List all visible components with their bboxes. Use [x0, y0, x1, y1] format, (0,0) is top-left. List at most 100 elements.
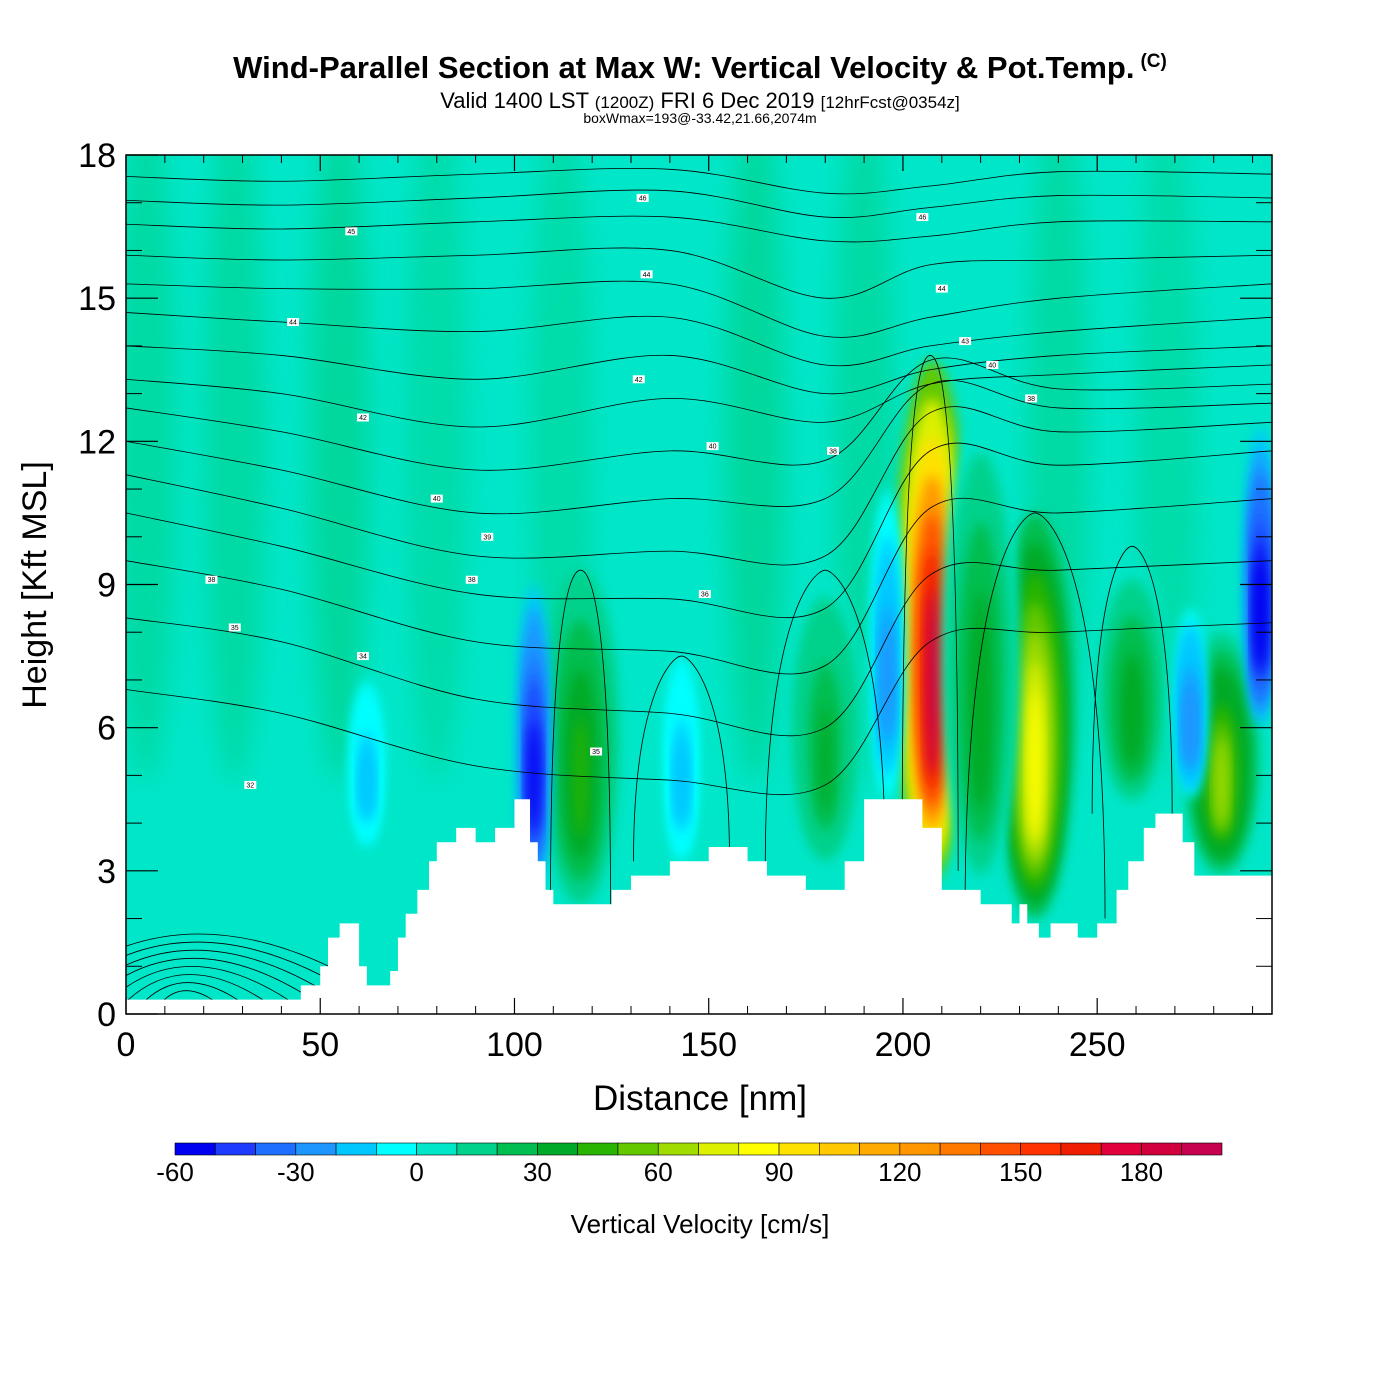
updraft-core — [819, 705, 832, 812]
colorbar-swatch — [939, 1142, 981, 1156]
forecast-info: [12hrFcst@0354z] — [820, 93, 960, 112]
chart-title-text: Wind-Parallel Section at Max W: Vertical… — [233, 50, 1135, 85]
colorbar-swatch — [617, 1142, 659, 1156]
contour-label-text: 38 — [829, 448, 837, 455]
x-axis-label: Distance [nm] — [593, 1079, 807, 1118]
downdraft-core — [360, 753, 373, 814]
theta-contour-loop — [964, 512, 1106, 919]
theta-contour-low — [128, 974, 263, 1001]
colorbar-swatch — [416, 1142, 458, 1156]
colorbar-swatch — [859, 1142, 901, 1156]
theta-contour-low — [164, 990, 213, 1001]
contour-label-bg — [632, 375, 645, 384]
y-tick-label: 3 — [97, 853, 116, 891]
x-tick-label: 250 — [1069, 1026, 1126, 1064]
contour-label-text: 46 — [918, 215, 926, 222]
contour-label: 38 — [465, 575, 478, 584]
contour-label-text: 42 — [359, 415, 367, 422]
contour-label: 35 — [228, 623, 241, 632]
y-tick-label: 18 — [78, 137, 116, 175]
downdraft-core — [675, 746, 688, 820]
theta-contour — [126, 442, 1272, 619]
theta-contour — [126, 357, 1272, 471]
contour-label: 36 — [698, 590, 711, 599]
y-tick-label: 0 — [97, 996, 116, 1034]
contour-label-text: 34 — [359, 654, 367, 661]
potential-temperature-contours: 46 46 45 44 44 44 43 40 42 38 42 40 38 40 39 38 38 36 35 34… — [126, 168, 1272, 1001]
contour-label: 44 — [935, 284, 948, 293]
contour-label-bg — [698, 590, 711, 599]
contour-label: 35 — [590, 747, 603, 756]
colorbar-tick-label: -30 — [277, 1157, 315, 1187]
colorbar-tick-label: -60 — [156, 1157, 194, 1187]
updraft-core — [1215, 739, 1228, 827]
theta-contour — [126, 280, 1272, 338]
downdraft-core — [527, 721, 540, 833]
contour-label-bg — [244, 780, 257, 789]
y-tick-label: 12 — [78, 423, 116, 461]
contour-label: 40 — [706, 442, 719, 451]
colorbar-swatch — [698, 1142, 740, 1156]
colorbar-swatch — [376, 1142, 417, 1156]
colorbar-swatch — [778, 1142, 820, 1156]
contour-label-bg — [590, 747, 603, 756]
theta-contour — [126, 364, 1272, 428]
contour-label: 39 — [481, 532, 494, 541]
contour-label: 42 — [356, 413, 369, 422]
contour-label-text: 46 — [639, 195, 647, 202]
contour-label-bg — [1025, 394, 1038, 403]
contour-label-text: 38 — [468, 577, 476, 584]
colorbar-swatch — [1141, 1142, 1183, 1156]
contour-label-bg — [430, 494, 443, 503]
colorbar-swatch — [255, 1142, 297, 1156]
weak-updraft-band — [126, 155, 176, 782]
theta-contour — [126, 497, 1272, 675]
theta-contour-low — [126, 949, 339, 1001]
contour-label: 40 — [986, 360, 999, 369]
x-tick-label: 50 — [301, 1026, 339, 1064]
theta-contour — [126, 406, 1272, 566]
valid-date: FRI 6 Dec 2019 — [660, 88, 815, 113]
contour-label: 38 — [1025, 394, 1038, 403]
contour-label: 46 — [916, 213, 929, 222]
theta-contour-low — [126, 966, 289, 1001]
y-tick-label: 6 — [97, 710, 116, 748]
weak-updraft-band — [406, 155, 467, 782]
theta-contour-loop — [764, 569, 886, 871]
contour-label: 45 — [345, 227, 358, 236]
valid-prefix: Valid 1400 LST — [440, 88, 589, 113]
colorbar-swatch — [1020, 1142, 1062, 1156]
contour-label-bg — [640, 270, 653, 279]
contour-label-text: 36 — [701, 592, 709, 599]
theta-contour — [126, 215, 1272, 243]
colorbar-swatch — [456, 1142, 498, 1156]
theta-contour-loop — [1091, 545, 1173, 814]
theta-contour — [126, 312, 1272, 367]
contour-label: 42 — [632, 375, 645, 384]
updraft-core — [974, 626, 987, 795]
colorbar-swatch — [335, 1142, 377, 1156]
contour-label-text: 35 — [231, 625, 239, 632]
downdraft-core — [881, 625, 894, 737]
colorbar-tick-label: 0 — [409, 1157, 423, 1187]
contour-label-bg — [481, 532, 494, 541]
contour-label-bg — [228, 623, 241, 632]
contour-label-bg — [356, 652, 369, 661]
x-tick-label: 100 — [486, 1026, 543, 1064]
contour-label-text: 44 — [938, 286, 946, 293]
contour-label-bg — [287, 318, 300, 327]
contour-label-text: 38 — [1027, 396, 1035, 403]
theta-contour — [126, 622, 1272, 796]
theta-contour-loop — [901, 355, 959, 871]
colorbar-swatch — [657, 1142, 699, 1156]
colorbar-swatch — [214, 1142, 256, 1156]
valid-utc: (1200Z) — [594, 93, 655, 112]
downdraft-core — [1254, 559, 1267, 668]
contour-label-text: 39 — [483, 534, 491, 541]
weak-updraft-band — [309, 155, 370, 782]
colorbar-swatch — [537, 1142, 578, 1156]
contour-label: 46 — [636, 193, 649, 202]
x-tick-label: 200 — [875, 1026, 932, 1064]
valid-time-line: Valid 1400 LST (1200Z) FRI 6 Dec 2019 [1… — [0, 88, 1400, 114]
